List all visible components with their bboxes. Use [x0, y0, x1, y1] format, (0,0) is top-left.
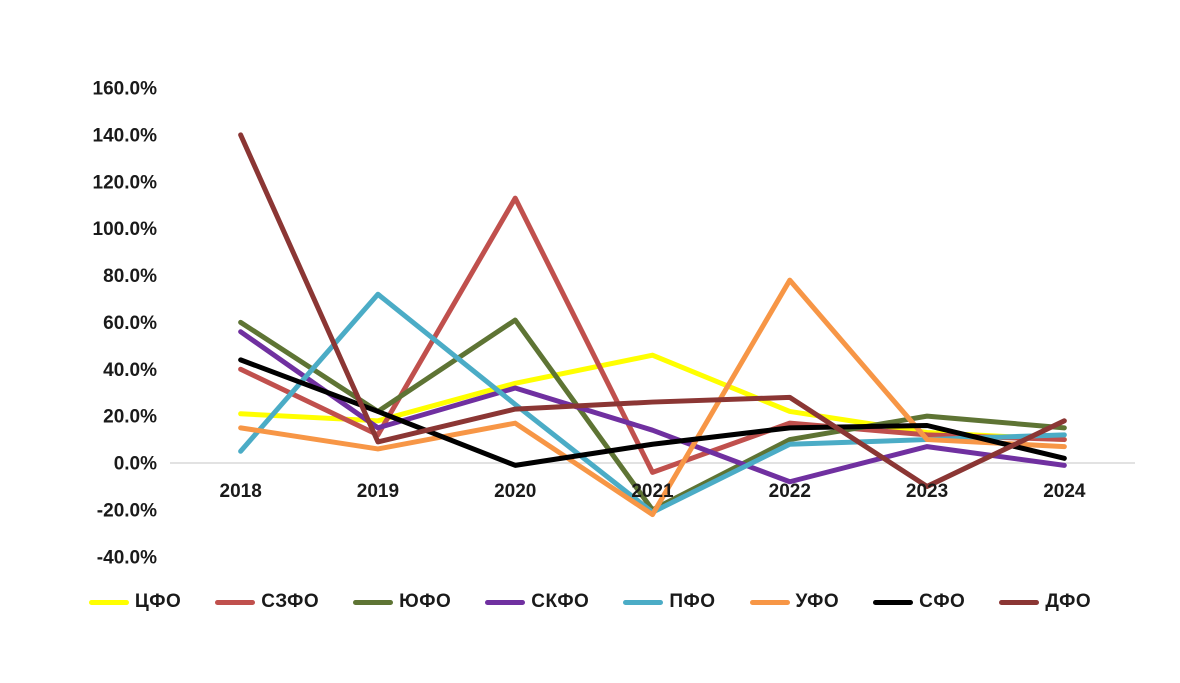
- series-line-dfo: [238, 132, 1067, 489]
- legend-label-dfo: ДФО: [1045, 591, 1092, 612]
- legend-label-skfo: СКФО: [531, 591, 590, 612]
- series-line-ufo: [238, 277, 1067, 518]
- legend-item-dfo: ДФО: [999, 591, 1091, 613]
- legend-item-sfo: СФО: [873, 591, 965, 613]
- y-axis-tick-label: 20.0%: [103, 407, 157, 428]
- legend-item-szfo: СЗФО: [215, 591, 319, 613]
- legend-swatch-ufo: [749, 599, 790, 605]
- x-axis-tick-label: 2024: [1043, 481, 1086, 502]
- y-axis-tick-label: 140.0%: [93, 125, 158, 146]
- y-axis-tick-label: 100.0%: [93, 219, 158, 240]
- x-axis-tick-label: 2021: [631, 481, 674, 502]
- legend-swatch-pfo: [623, 599, 664, 605]
- y-axis-tick-label: 120.0%: [93, 172, 158, 193]
- x-axis-tick-label: 2022: [769, 481, 811, 502]
- chart-legend: ЦФО СЗФО ЮФО СКФО ПФО УФО СФО ДФО: [0, 591, 1180, 613]
- y-axis-tick-label: 40.0%: [103, 360, 157, 381]
- legend-swatch-yufo: [353, 599, 394, 605]
- legend-item-yufo: ЮФО: [353, 591, 451, 613]
- legend-swatch-skfo: [485, 599, 526, 605]
- legend-swatch-dfo: [999, 599, 1040, 605]
- x-axis-tick-label: 2023: [906, 481, 948, 502]
- legend-label-cfo: ЦФО: [134, 591, 182, 612]
- y-axis-tick-label: 160.0%: [93, 79, 158, 100]
- x-axis-tick-label: 2019: [357, 481, 399, 502]
- series-line-skfo: [238, 329, 1067, 485]
- legend-item-pfo: ПФО: [623, 591, 715, 613]
- legend-label-ufo: УФО: [795, 591, 840, 612]
- legend-swatch-cfo: [88, 599, 129, 605]
- legend-swatch-szfo: [215, 599, 256, 605]
- legend-item-skfo: СКФО: [485, 591, 589, 613]
- legend-swatch-sfo: [873, 599, 914, 605]
- series-line-szfo: [238, 195, 1067, 475]
- y-axis-tick-label: 80.0%: [103, 266, 157, 287]
- legend-label-sfo: СФО: [919, 591, 966, 612]
- y-axis-tick-label: -40.0%: [97, 547, 157, 568]
- legend-item-cfo: ЦФО: [88, 591, 182, 613]
- y-axis-tick-label: 0.0%: [114, 454, 157, 475]
- legend-item-ufo: УФО: [749, 591, 840, 613]
- series-line-sfo: [238, 357, 1067, 468]
- x-axis-tick-label: 2020: [494, 481, 536, 502]
- legend-label-yufo: ЮФО: [399, 591, 452, 612]
- y-axis-tick-label: -20.0%: [97, 500, 157, 521]
- legend-label-pfo: ПФО: [669, 591, 716, 612]
- legend-label-szfo: СЗФО: [261, 591, 320, 612]
- x-axis-tick-label: 2018: [220, 481, 262, 502]
- y-axis-tick-label: 60.0%: [103, 313, 157, 334]
